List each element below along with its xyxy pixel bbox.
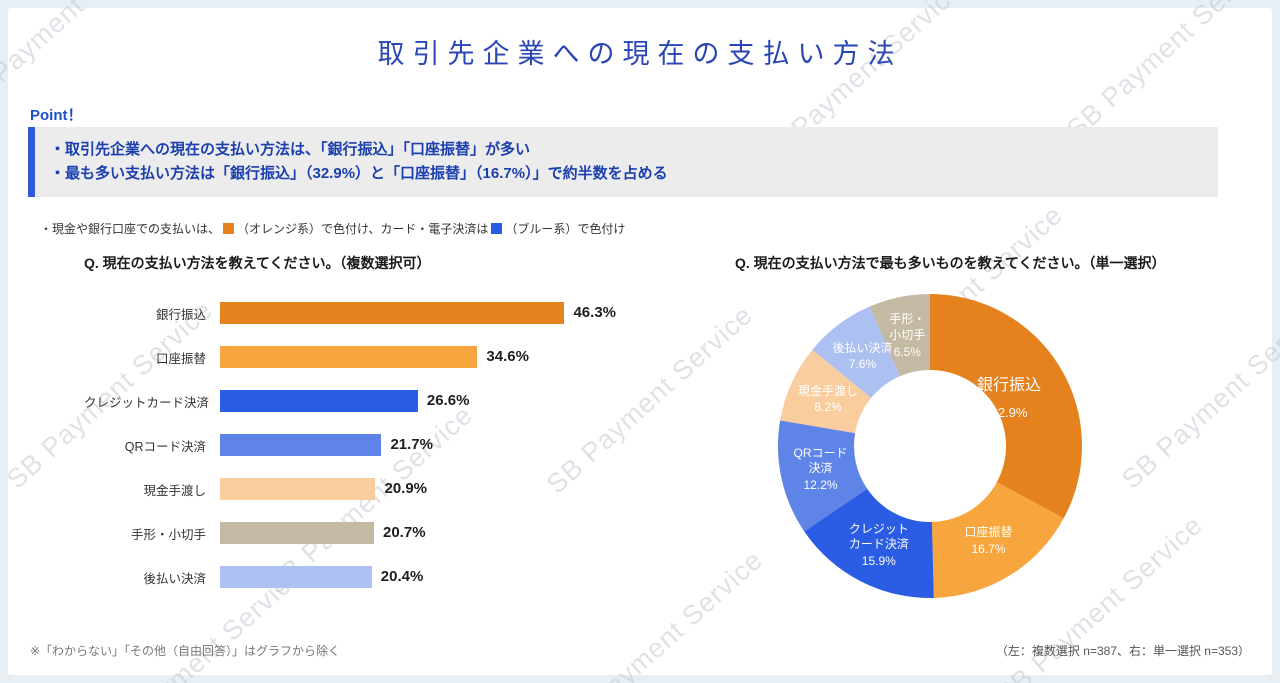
orange-swatch-icon bbox=[223, 223, 235, 234]
color-note-text-2: （オレンジ系）で色付け、カード・電子決済は bbox=[237, 222, 489, 236]
footnote-sample-sizes: （左：複数選択 n=387、右：単一選択 n=353） bbox=[995, 644, 1250, 658]
bar-track: 21.7% bbox=[220, 434, 592, 456]
donut-slice bbox=[869, 294, 930, 377]
donut-slice bbox=[930, 294, 1083, 519]
bar-row: クレジットカード決済 26.6% bbox=[84, 379, 592, 423]
bar-row: 銀行振込 46.3% bbox=[84, 291, 616, 335]
bar-category-label: QRコード決済 bbox=[124, 439, 206, 454]
color-legend-note: ・現金や銀行口座での支払いは、 （オレンジ系）で色付け、カード・電子決済は （ブ… bbox=[40, 220, 625, 237]
footnote-exclusions: ※「わからない」「その他（自由回答）」はグラフから除く bbox=[30, 644, 341, 658]
point-line-2: ・最も多い支払い方法は「銀行振込」（32.9%）と「口座振替」（16.7%）」で… bbox=[50, 165, 668, 182]
donut-labels: 銀行振込 32.9% 口座振替 16.7% クレジット カード決済 15.9% QRコード 決済… bbox=[775, 291, 1085, 601]
color-note-text-1: ・現金や銀行口座での支払いは、 bbox=[40, 222, 221, 236]
bar-chart-title: Q. 現在の支払い方法を教えてください。（複数選択可） bbox=[84, 255, 431, 271]
bar-chart-section: Q. 現在の支払い方法を教えてください。（複数選択可） 銀行振込 46.3% 口座振… bbox=[84, 253, 616, 599]
bar-track: 34.6% bbox=[220, 346, 592, 368]
donut-slice bbox=[812, 306, 900, 398]
donut-slice bbox=[931, 482, 1064, 598]
bar-category-label: クレジットカード決済 bbox=[84, 395, 210, 410]
blue-swatch-icon bbox=[491, 223, 503, 234]
donut-slice bbox=[780, 349, 872, 434]
donut-slice-label: 後払い決済 7.6% bbox=[832, 340, 893, 372]
bar-row: 口座振替 34.6% bbox=[84, 335, 592, 379]
bar-track: 20.9% bbox=[220, 478, 592, 500]
bar-chart: 銀行振込 46.3% 口座振替 34.6% クレジットカード決済 26.6% QRコード決済… bbox=[84, 291, 616, 599]
bar bbox=[220, 566, 372, 588]
color-note-text-3: （ブルー系）で色付け bbox=[505, 222, 626, 236]
bar-value-label: 34.6% bbox=[486, 348, 529, 365]
donut-chart: 銀行振込 32.9% 口座振替 16.7% クレジット カード決済 15.9% QRコード 決済… bbox=[775, 291, 1085, 601]
bar bbox=[220, 302, 565, 324]
bar-track: 20.7% bbox=[220, 522, 592, 544]
bar bbox=[220, 390, 418, 412]
bar-row: 現金手渡し 20.9% bbox=[84, 467, 592, 511]
donut-slice-label: 現金手渡し 8.2% bbox=[798, 383, 859, 415]
bar-category-label: 後払い決済 bbox=[143, 571, 206, 586]
donut-slice-label: 手形・ 小切手 6.5% bbox=[889, 312, 926, 359]
bar-category-label: 銀行振込 bbox=[155, 307, 206, 322]
donut-slice bbox=[804, 488, 934, 598]
bar-value-label: 20.4% bbox=[380, 568, 424, 585]
bar-track: 46.3% bbox=[220, 302, 616, 324]
bar-value-label: 26.6% bbox=[426, 392, 470, 409]
bar-value-label: 20.9% bbox=[384, 480, 428, 497]
donut-slice-label: QRコード 決済 12.2% bbox=[793, 445, 848, 493]
bar bbox=[220, 522, 374, 544]
donut-svg bbox=[777, 294, 1083, 598]
donut-chart-title: Q. 現在の支払い方法で最も多いものを教えてください。（単一選択） bbox=[735, 255, 1166, 271]
bar-track: 26.6% bbox=[220, 390, 592, 412]
donut-slice-label: クレジット カード決済 15.9% bbox=[848, 521, 909, 568]
donut-slice-label: 銀行振込 32.9% bbox=[977, 377, 1042, 420]
bar-value-label: 20.7% bbox=[383, 524, 426, 541]
point-line-1: ・取引先企業への現在の支払い方法は、「銀行振込」「口座振替」が多い bbox=[50, 141, 531, 158]
bar-row: QRコード決済 21.7% bbox=[84, 423, 592, 467]
bar-track: 20.4% bbox=[220, 566, 592, 588]
bar-category-label: 口座振替 bbox=[155, 351, 206, 366]
point-label: Point！ bbox=[30, 107, 83, 124]
bar-value-label: 21.7% bbox=[390, 436, 433, 453]
donut-slice bbox=[777, 420, 868, 532]
bar bbox=[220, 346, 478, 368]
page-title: 取引先企業への現在の支払い方法 bbox=[377, 39, 903, 69]
bar bbox=[220, 434, 382, 456]
bar bbox=[220, 478, 376, 500]
bar-category-label: 現金手渡し bbox=[143, 483, 206, 498]
bar-category-label: 手形・小切手 bbox=[130, 527, 206, 542]
bar-value-label: 46.3% bbox=[573, 304, 617, 321]
donut-slice-label: 口座振替 16.7% bbox=[964, 525, 1013, 556]
point-box: ・取引先企業への現在の支払い方法は、「銀行振込」「口座振替」が多い ・最も多い支… bbox=[28, 127, 1218, 197]
bar-row: 後払い決済 20.4% bbox=[84, 555, 592, 599]
bar-row: 手形・小切手 20.7% bbox=[84, 511, 592, 555]
content-card bbox=[8, 8, 1272, 675]
